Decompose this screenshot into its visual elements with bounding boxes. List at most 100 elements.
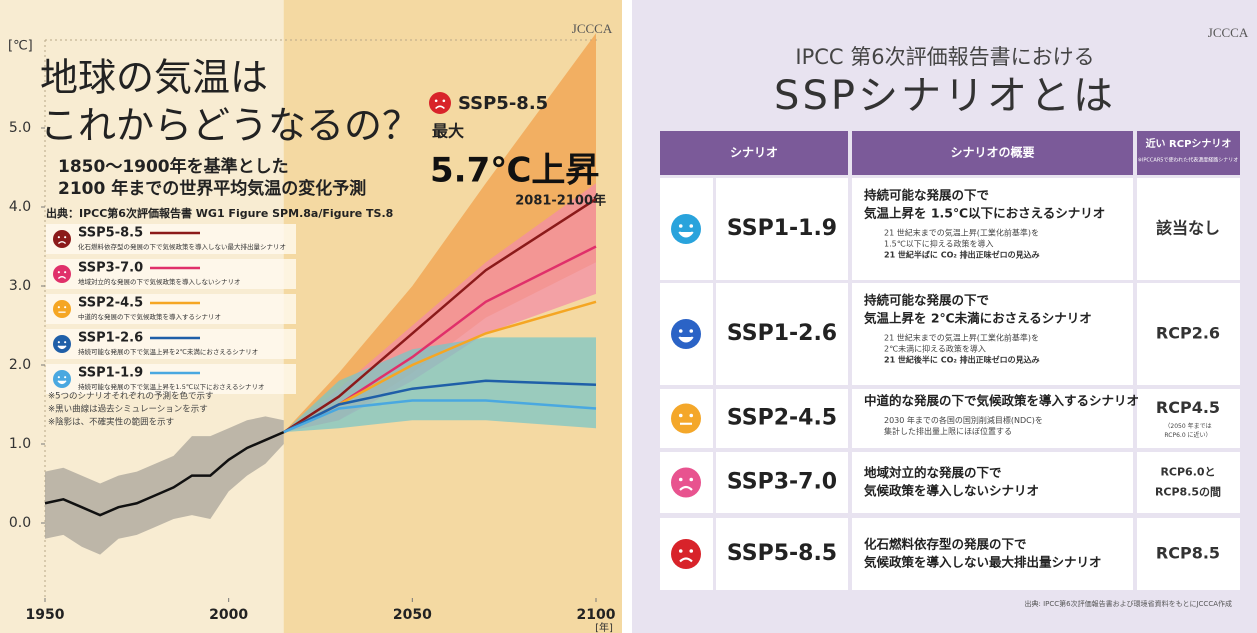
face-icon [671, 467, 701, 498]
scenario-cell [716, 389, 848, 448]
icon-circle [53, 230, 71, 248]
icon-eye [689, 549, 694, 553]
x-tick-label: 2000 [209, 607, 248, 623]
icon-circle [429, 92, 451, 114]
header-label: 近い RCPシナリオ [1146, 137, 1232, 150]
legend-box [46, 294, 296, 324]
icon-mouth [57, 241, 67, 244]
icon-circle [53, 300, 71, 318]
summary-line: 持続可能な発展の下で [864, 188, 989, 203]
face-icon [671, 319, 701, 349]
face-icon [671, 403, 701, 434]
legend-description: 持続可能な発展の下で気温上昇を1.5℃以下におさえるシナリオ [78, 382, 264, 391]
icon-eye [57, 376, 60, 379]
note: ※黒い曲線は過去シミュレーションを示す [48, 404, 208, 415]
outlook-line: 21 世紀後半に CO₂ 排出正味ゼロの見込み [884, 355, 1040, 365]
title-line: IPCC 第6次評価報告書における [795, 45, 1094, 69]
scenario-name: SSP3-7.0 [727, 470, 837, 495]
scenario-cell [716, 283, 848, 385]
summary-line: 化石燃料依存型の発展の下で [864, 537, 1027, 552]
summary-line: 気候政策を導入しないシナリオ [864, 483, 1039, 498]
icon-eye [689, 413, 694, 418]
legend-label: SSP5-8.5 [78, 226, 143, 241]
legend-box [46, 259, 296, 289]
detail-line: 21 世紀末までの気温上昇(工業化前基準)を [884, 333, 1039, 343]
rcp-note: RCP6.0 に近い） [1164, 431, 1211, 439]
y-tick-label: 4.0 [9, 199, 31, 215]
scenario-name: SSP1-2.6 [727, 321, 837, 346]
icon-circle [671, 214, 701, 244]
summary-line: 気温上昇を 2℃未満におさえるシナリオ [864, 311, 1092, 326]
legend-description: 中道的な発展の下で気候政策を導入するシナリオ [78, 312, 221, 321]
title-main: SSPシナリオとは [774, 73, 1116, 119]
icon-mouth [57, 276, 67, 279]
note: ※5つのシナリオそれぞれの予測を色で示す [48, 391, 214, 402]
legend-description: 持続可能な発展の下で気温上昇を2℃未満におさえるシナリオ [78, 347, 258, 356]
icon-eye [678, 224, 683, 228]
scenario-name: SSP1-1.9 [727, 216, 837, 241]
header-label: シナリオの概要 [950, 145, 1034, 160]
summary-line: 気候政策を導入しない最大排出量シナリオ [864, 555, 1102, 570]
chart-subtitle: 1850～1900年を基準とした [58, 156, 289, 177]
legend-label: SSP1-2.6 [78, 331, 143, 346]
summary-cell [852, 452, 1133, 513]
rcp-cell [1137, 283, 1240, 385]
legend-box [46, 364, 296, 394]
logo: JCCCA [1208, 25, 1249, 40]
header-label: シナリオ [730, 146, 778, 160]
icon-mouth [57, 380, 67, 385]
icon-eye [678, 329, 683, 333]
logo: JCCCA [572, 21, 613, 36]
legend-box [46, 329, 296, 359]
y-tick-label: 5.0 [9, 120, 31, 136]
detail-line: 集計した排出量上限にほぼ位置する [884, 426, 1012, 436]
face-icon [429, 92, 451, 114]
series-line [283, 379, 597, 434]
scenario-cell [716, 518, 848, 590]
icon-eye [64, 341, 67, 344]
icon-eye [57, 236, 60, 239]
header-cell [852, 131, 1133, 175]
face-icon [53, 300, 71, 318]
y-tick-label: 1.0 [9, 436, 31, 452]
rcp-label: RCP6.0と [1160, 466, 1215, 479]
series-line [283, 198, 597, 434]
rcp-label: RCP4.5 [1156, 398, 1220, 417]
chart-title: 地球の気温は [40, 56, 268, 100]
icon-eye [678, 413, 683, 418]
legend-label: SSP3-7.0 [78, 261, 143, 276]
icon-mouth [678, 231, 694, 238]
footer: 出典: IPCC第6次評価報告書および環境省資料をもとにJCCCA作成 [1025, 599, 1232, 608]
icon-mouth [679, 557, 693, 563]
note: ※陰影は、不確実性の範囲を示す [48, 417, 174, 428]
summary-line: 中道的な発展の下で気候政策を導入するシナリオ [864, 393, 1139, 408]
icon-eye [434, 99, 438, 103]
icon-eye [64, 376, 67, 379]
summary-line: 持続可能な発展の下で [864, 293, 989, 308]
face-icon [671, 214, 701, 244]
annotation-period: 2081-2100年 [515, 193, 606, 209]
legend-label: SSP2-4.5 [78, 296, 143, 311]
icon-circle [53, 335, 71, 353]
face-icon [53, 230, 71, 248]
x-tick-label: 1950 [26, 607, 65, 623]
x-tick-label: 2050 [393, 607, 432, 623]
header-cell [1137, 131, 1240, 175]
rcp-label: RCP2.6 [1156, 324, 1220, 343]
icon-eye [64, 271, 67, 274]
legend-box [46, 224, 296, 254]
icon-eye [678, 549, 683, 553]
source: 出典：IPCC第6次評価報告書 WG1 Figure SPM.8a/Figure… [46, 206, 393, 220]
scenario-name: SSP5-8.5 [727, 541, 837, 566]
uncertainty-band [283, 183, 596, 433]
icon-eye [689, 329, 694, 333]
uncertainty-band [45, 416, 284, 555]
face-icon [671, 539, 701, 569]
icon-mouth [679, 485, 693, 491]
legend-label: SSP1-1.9 [78, 366, 143, 381]
scenario-cell [716, 178, 848, 280]
header-cell [660, 131, 848, 175]
header-note: ※IPCCAR5で使われた代表濃度経路シナリオ [1138, 157, 1239, 164]
summary-cell [852, 283, 1133, 385]
